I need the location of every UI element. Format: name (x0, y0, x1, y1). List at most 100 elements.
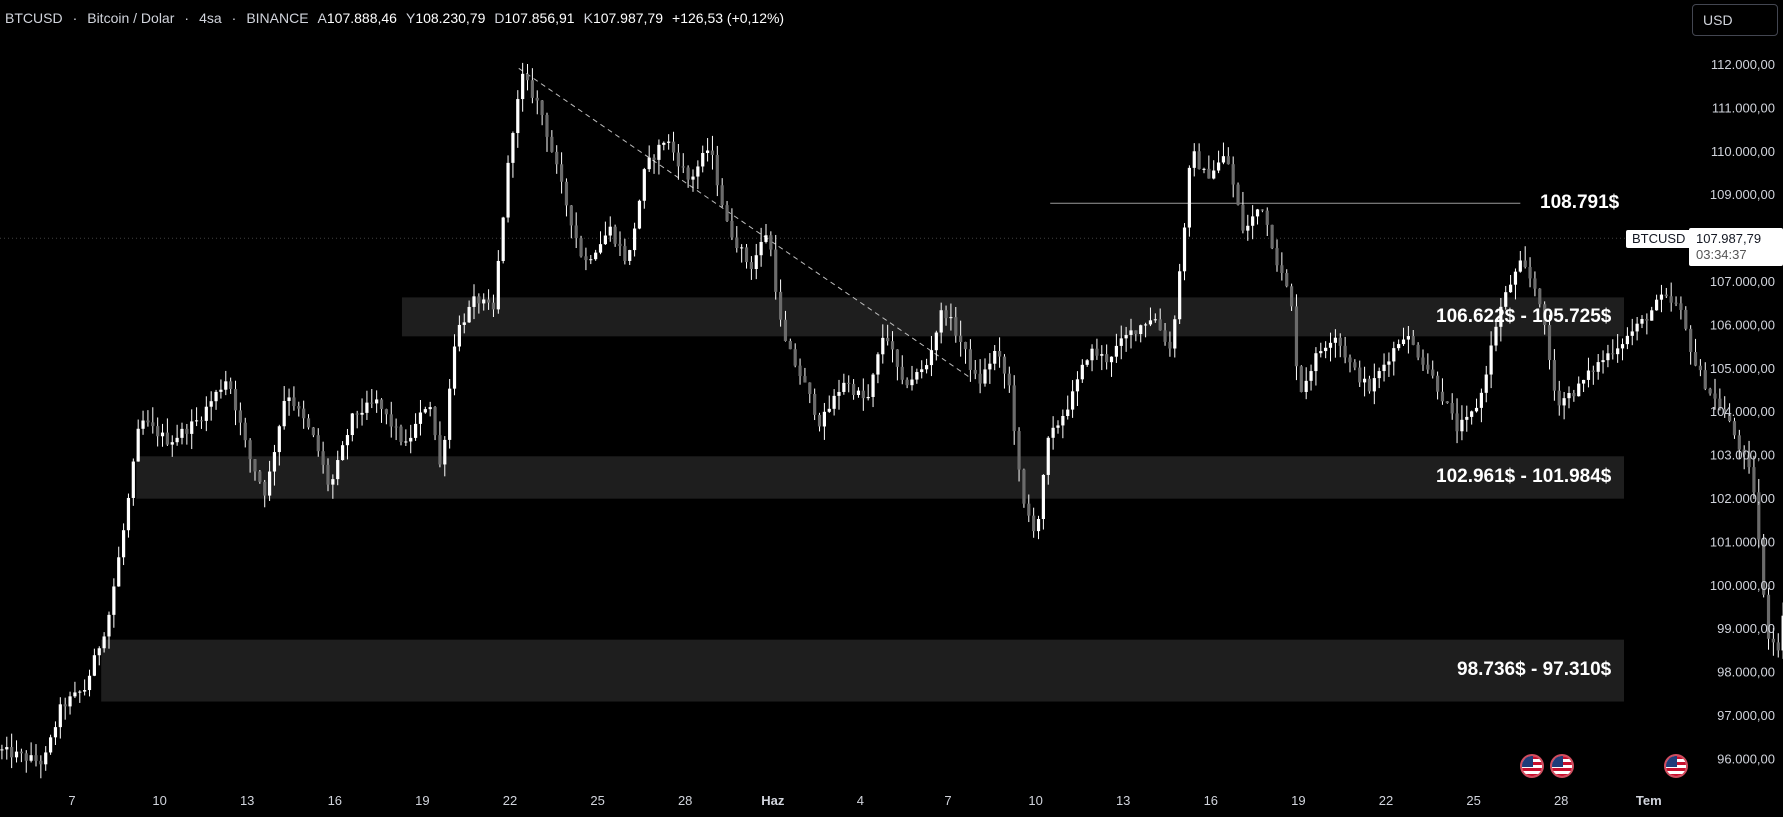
x-tick-label: 28 (1554, 793, 1568, 808)
candle (467, 306, 471, 323)
candle (861, 390, 865, 399)
candle (681, 166, 685, 168)
change-value: +126,53 (+0,12%) (672, 10, 785, 26)
candle (1260, 209, 1264, 211)
event-flag-icon[interactable] (1664, 754, 1688, 778)
candle (1401, 339, 1406, 345)
candle (272, 452, 277, 472)
candle (793, 349, 797, 366)
support-zone-3[interactable] (101, 639, 1625, 702)
candle (1022, 469, 1026, 504)
support-zone-2[interactable] (136, 456, 1625, 499)
candle (783, 319, 788, 342)
candle (915, 372, 919, 380)
candle (1182, 227, 1187, 272)
candle (486, 299, 491, 303)
candle (1421, 357, 1425, 365)
candle (623, 246, 627, 261)
candle (1523, 260, 1527, 268)
price-axis[interactable]: 112.000,00 111.000,00 110.000,00 109.000,00… (1686, 40, 1783, 790)
candle (1776, 642, 1780, 651)
candle (545, 115, 549, 137)
symbol-price-label: BTCUSD (1626, 230, 1692, 248)
candle (1528, 267, 1532, 279)
candle (1324, 347, 1328, 352)
candle (1664, 294, 1668, 297)
symbol[interactable]: BTCUSD (5, 10, 63, 26)
candle (375, 399, 379, 404)
candle (151, 422, 155, 427)
candle (229, 381, 233, 389)
candle (637, 200, 642, 229)
open-key: A (317, 10, 327, 26)
candle (1036, 519, 1041, 532)
candle (1212, 170, 1216, 179)
candle (1134, 330, 1138, 335)
candle (978, 373, 982, 384)
candle (1504, 292, 1508, 307)
candle (1630, 331, 1634, 336)
event-flag-icon[interactable] (1520, 754, 1544, 778)
lines-layer (0, 67, 1686, 377)
candle (954, 317, 958, 336)
candle (443, 439, 447, 465)
zone-label-1: 106.622$ - 105.725$ (1436, 306, 1612, 327)
candle (190, 421, 194, 434)
candle (1659, 294, 1664, 300)
event-flag-icon[interactable] (1550, 754, 1574, 778)
candle (267, 471, 272, 496)
candle (1465, 416, 1469, 420)
candle (1226, 156, 1230, 165)
candle (1192, 151, 1196, 168)
y-tick-label: 103.000,00 (1710, 448, 1775, 463)
trendline[interactable] (518, 67, 969, 377)
candle (988, 363, 992, 370)
candle (910, 379, 914, 386)
candle (696, 166, 700, 177)
candle (817, 414, 822, 427)
candle (1075, 379, 1080, 392)
x-tick-label: 22 (1379, 793, 1393, 808)
candle (920, 369, 924, 373)
x-tick-label: 7 (944, 793, 951, 808)
support-zone-1[interactable] (401, 297, 1625, 337)
candle (1762, 539, 1766, 595)
candle (1533, 278, 1537, 289)
candle (5, 747, 9, 750)
candle (1479, 392, 1483, 408)
candle (1270, 224, 1274, 249)
candle (1061, 415, 1065, 426)
candle (156, 426, 160, 437)
candle (1032, 515, 1036, 532)
y-tick-label: 109.000,00 (1710, 187, 1775, 202)
candle (1246, 225, 1250, 231)
candle (842, 382, 846, 392)
candle (1757, 492, 1761, 540)
y-tick-label: 99.000,00 (1717, 621, 1775, 636)
candle (238, 410, 242, 423)
candle (1547, 325, 1552, 361)
candle (769, 235, 773, 250)
candle (263, 481, 267, 496)
candle (1708, 388, 1712, 394)
candle (141, 420, 145, 429)
candle (1781, 615, 1783, 651)
candle (1353, 362, 1357, 368)
currency-button[interactable]: USD (1692, 4, 1778, 36)
candle (895, 349, 899, 367)
candle (370, 402, 374, 404)
candle (511, 133, 515, 163)
y-tick-label: 96.000,00 (1717, 751, 1775, 766)
candle (1070, 391, 1075, 410)
candle (48, 737, 53, 753)
interval[interactable]: 4sa (199, 10, 222, 26)
candle (53, 727, 58, 738)
time-axis[interactable]: 7 10 13 16 19 22 25 28 Haz 4 7 10 13 16 19 22 25 28 Tem (68, 793, 1661, 808)
x-tick-label: 13 (240, 793, 254, 808)
candle (847, 382, 851, 384)
candle (1207, 168, 1211, 179)
candle (0, 749, 4, 751)
candle (1606, 353, 1610, 361)
y-tick-label: 112.000,00 (1711, 57, 1775, 72)
